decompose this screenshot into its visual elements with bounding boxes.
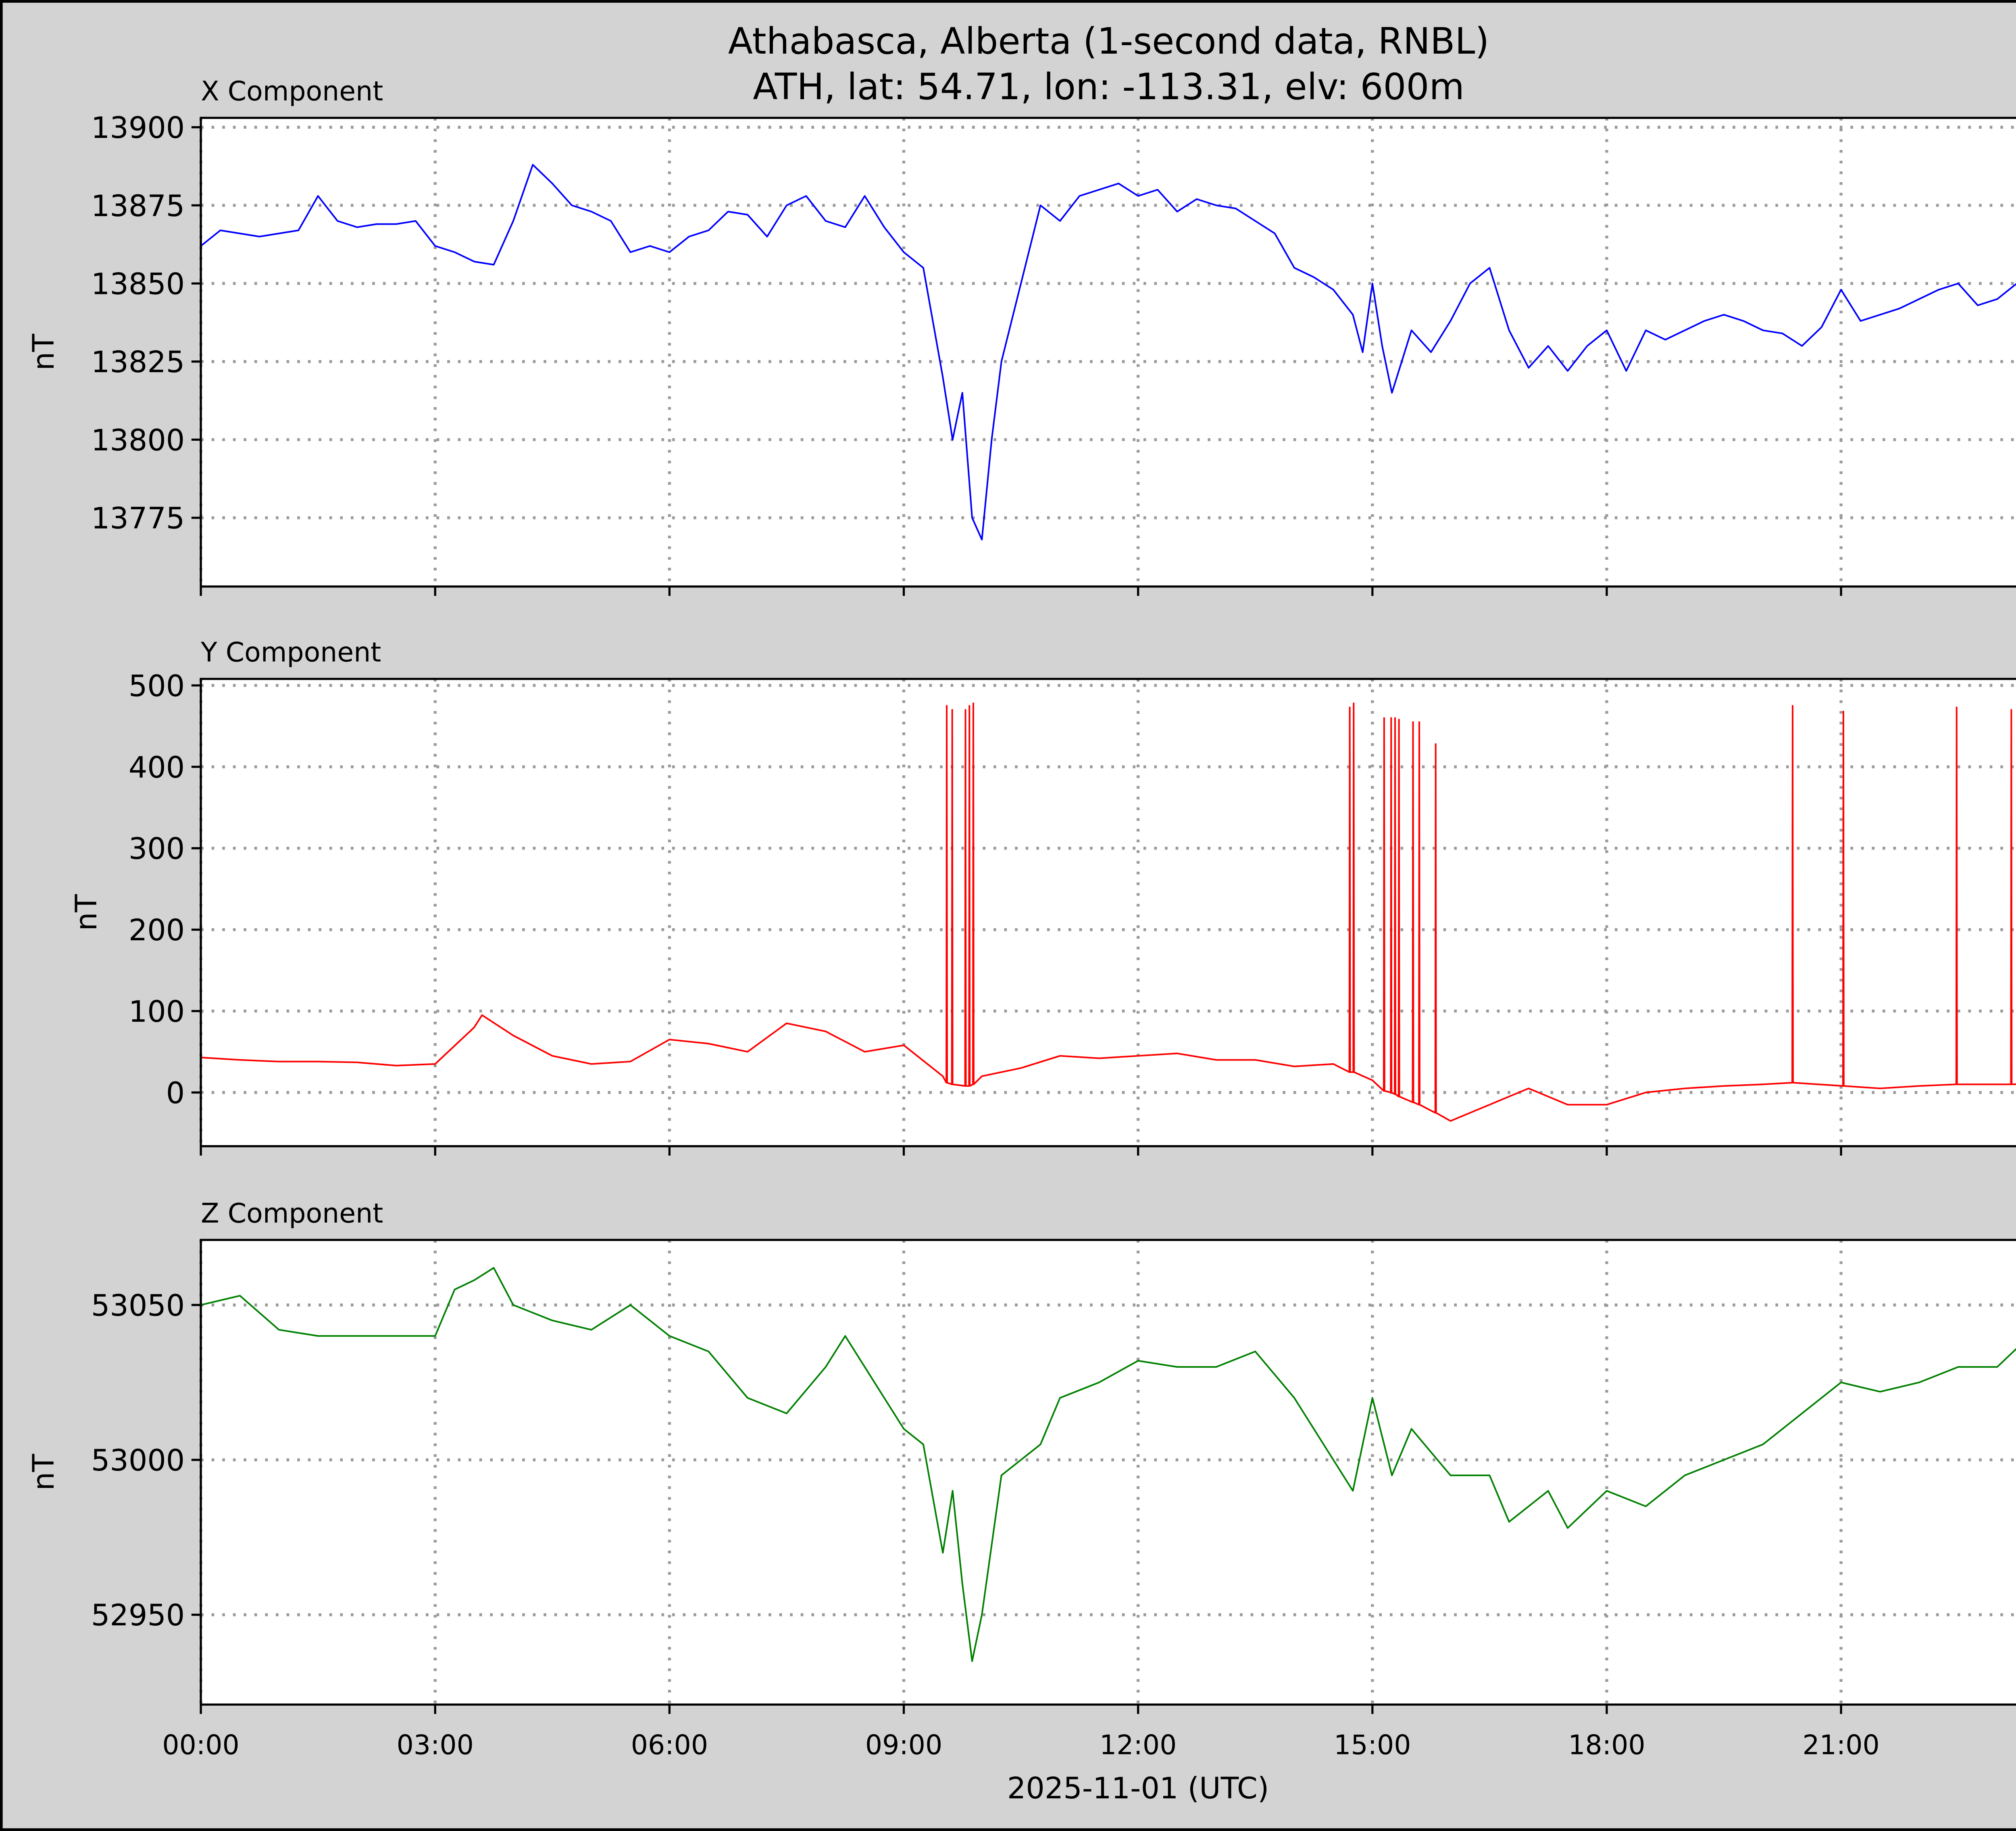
data-line <box>200 164 2016 541</box>
x-axis-label: 2025-11-01 (UTC) <box>1007 1771 1269 1806</box>
y-tick-label: 13850 <box>91 267 185 302</box>
x-tick-label: 03:00 <box>397 1729 474 1760</box>
plot-frame <box>200 678 2016 1148</box>
y-tick-label: 13875 <box>91 189 185 223</box>
y-tick-label: 13900 <box>91 111 185 145</box>
plot-frame <box>200 1239 2016 1706</box>
y-tick-label: 0 <box>166 1076 185 1110</box>
title-line: Athabasca, Alberta (1-second data, RNBL) <box>728 21 1489 62</box>
y-tick-label: 200 <box>129 913 185 948</box>
y-axis-label: nT <box>27 334 61 371</box>
y-tick-label: 13800 <box>91 423 185 458</box>
y-tick-label: 300 <box>129 832 185 866</box>
y-tick-label: 13825 <box>91 345 185 379</box>
x-tick-label: 21:00 <box>1802 1729 1879 1760</box>
panel-title: X Component <box>201 75 383 107</box>
plot-area <box>201 118 2016 587</box>
x-tick-label: 06:00 <box>631 1729 708 1760</box>
plot-area <box>201 679 2016 1146</box>
x-tick-label: 15:00 <box>1334 1729 1411 1760</box>
x-tick-label: 12:00 <box>1100 1729 1177 1760</box>
x-tick-label: 18:00 <box>1568 1729 1645 1760</box>
x-tick-label: 00:00 <box>162 1729 239 1760</box>
data-line <box>200 702 2016 1122</box>
plot-area <box>201 1240 2016 1705</box>
y-tick-label: 52950 <box>91 1598 185 1633</box>
y-axis-label: nT <box>27 1454 61 1490</box>
panel-title: Z Component <box>201 1198 383 1229</box>
y-tick-label: 13775 <box>91 502 185 536</box>
y-axis-label: nT <box>69 894 104 931</box>
panel-title: Y Component <box>200 637 381 668</box>
y-tick-label: 53000 <box>91 1444 185 1478</box>
title-line: ATH, lat: 54.71, lon: -113.31, elv: 600m <box>753 66 1464 108</box>
plot-frame <box>200 117 2016 588</box>
y-tick-label: 400 <box>129 750 185 785</box>
x-tick-label: 09:00 <box>865 1729 942 1760</box>
y-tick-label: 500 <box>129 669 185 703</box>
y-tick-label: 100 <box>129 995 185 1029</box>
y-tick-label: 53050 <box>91 1289 185 1323</box>
data-line <box>200 1267 2016 1662</box>
